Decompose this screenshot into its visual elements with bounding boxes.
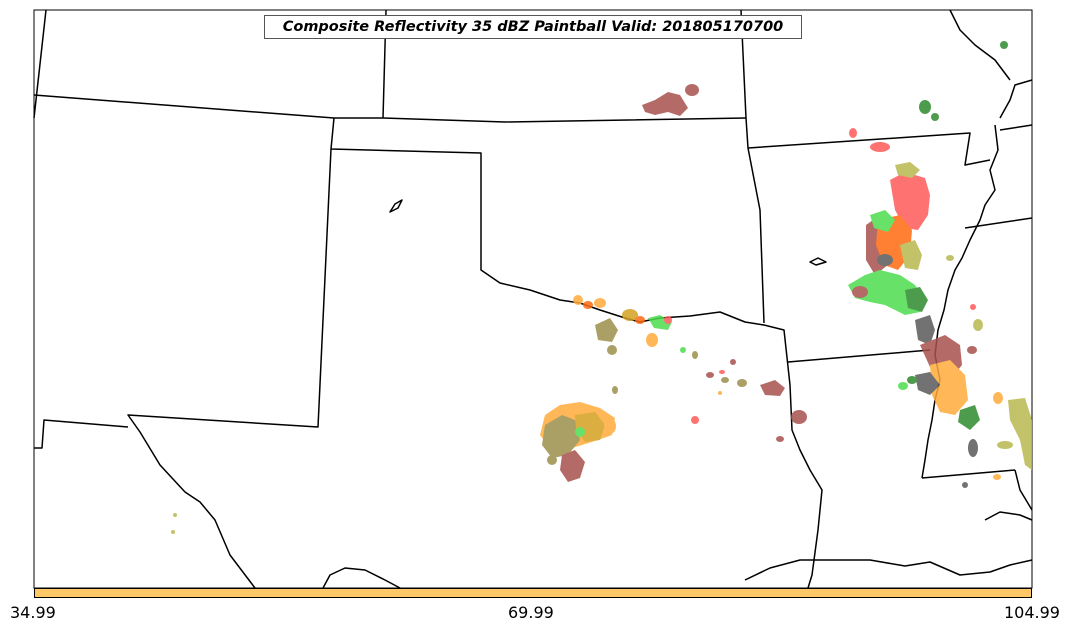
echo-cell (664, 316, 672, 324)
reflectivity-echoes (171, 22, 1032, 534)
echo-cell (973, 319, 983, 331)
echo-cell (958, 405, 980, 430)
echo-cell (870, 210, 895, 232)
echo-cell (895, 162, 920, 178)
echo-cell (849, 128, 857, 138)
echo-cell (870, 142, 890, 152)
echo-cell (547, 455, 557, 465)
echo-cell (594, 298, 606, 308)
echo-cell (622, 309, 638, 321)
echo-cell (718, 391, 722, 395)
echo-cell (1000, 41, 1008, 49)
echo-cell (730, 359, 736, 365)
echo-cell (967, 346, 977, 354)
echo-cell (900, 240, 922, 270)
echo-cell (852, 286, 868, 298)
echo-cell (993, 392, 1003, 404)
echo-cell (898, 382, 908, 390)
colorbar-tick-mid: 69.99 (508, 603, 554, 622)
echo-cell (760, 380, 785, 396)
echo-cell (968, 439, 978, 457)
colorbar-tick-max: 104.99 (1004, 603, 1060, 622)
echo-cell (612, 386, 618, 394)
echo-cell (946, 255, 954, 261)
echo-cell (877, 254, 893, 266)
echo-cell (931, 113, 939, 121)
echo-cell (970, 304, 976, 310)
echo-cell (1008, 398, 1032, 470)
echo-cell (635, 316, 645, 324)
echo-cell (173, 513, 177, 517)
echo-cell (706, 372, 714, 378)
echo-cell (642, 92, 688, 116)
echo-cell (646, 333, 658, 347)
echo-cell (776, 436, 784, 442)
echo-cell (595, 318, 618, 342)
echo-cell (919, 100, 931, 114)
echo-cell (848, 270, 925, 315)
echo-cell (604, 418, 616, 434)
echo-cell (171, 530, 175, 534)
echo-cell (915, 315, 935, 345)
echo-cell (719, 370, 725, 374)
echo-cell (721, 377, 729, 383)
echo-cell (691, 416, 699, 424)
echo-cell (542, 415, 580, 458)
echo-cell (560, 450, 585, 482)
echo-cell (905, 287, 928, 312)
echo-cell (573, 295, 583, 305)
echo-cell (692, 351, 698, 359)
echo-cell (575, 427, 585, 437)
colorbar (34, 588, 1032, 598)
echo-cell (997, 441, 1013, 449)
echo-cell (680, 347, 686, 353)
echo-cell (930, 360, 968, 415)
echo-cell (915, 372, 940, 395)
echo-cell (583, 301, 593, 309)
echo-cell (737, 379, 747, 387)
echo-cell (962, 482, 968, 488)
echo-cell (685, 84, 699, 96)
echo-cell (791, 410, 807, 424)
echo-cell (907, 376, 917, 384)
colorbar-tick-min: 34.99 (10, 603, 56, 622)
map-title: Composite Reflectivity 35 dBZ Paintball … (264, 15, 802, 39)
echo-cell (993, 474, 1001, 480)
echo-cell (607, 345, 617, 355)
